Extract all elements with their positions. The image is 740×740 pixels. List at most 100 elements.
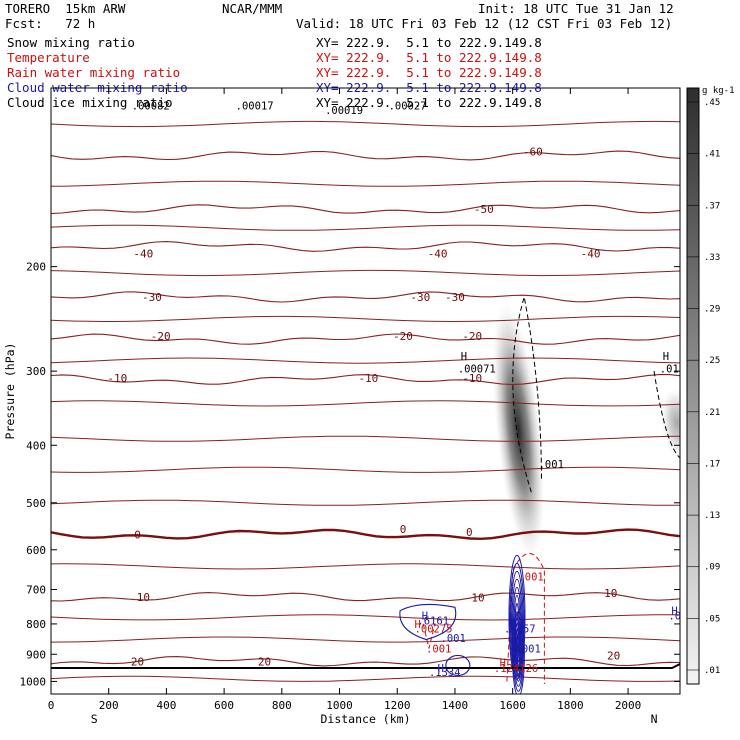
colorbar-label: .29 [704, 305, 720, 315]
temperature-contour [51, 357, 680, 364]
colorbar-label: .13 [704, 511, 720, 521]
temperature-contour [51, 120, 680, 128]
colorbar-label: .33 [704, 253, 720, 263]
contour-annotation: H [415, 619, 421, 631]
snow-shading-0 [492, 303, 545, 558]
cloud-ice-contour [512, 296, 543, 493]
y-tick-label: 500 [26, 497, 46, 510]
temperature-label: 20 [258, 655, 271, 668]
contour-annotation: .00071 [458, 364, 496, 376]
temperature-label: -30 [410, 291, 430, 304]
field-snow-xy: XY= 222.9. 5.1 to 222.9.149.8 [316, 35, 542, 50]
x-tick-label: 600 [214, 699, 234, 712]
contour-annotation: .5757 [504, 624, 536, 636]
x-tick-label: 1000 [326, 699, 353, 712]
x-tick-label: 1800 [557, 699, 584, 712]
y-tick-label: 600 [26, 544, 46, 557]
x-tick-label: 200 [99, 699, 119, 712]
field-temperature-xy: XY= 222.9. 5.1 to 222.9.149.8 [316, 50, 542, 65]
temperature-contour [51, 374, 680, 386]
cloud-water-contour [399, 603, 457, 641]
temperature-contour [51, 563, 680, 570]
contour-annotation: H [438, 663, 444, 675]
temperature-contour [51, 315, 680, 323]
contour-annotation: .0171 [660, 364, 692, 376]
contour-annotation: H [663, 351, 669, 363]
contour-annotation: H [671, 606, 677, 618]
field-cloudice-name: Cloud ice mixing ratio [7, 95, 173, 110]
y-tick-label: 300 [26, 365, 46, 378]
temperature-contour [51, 291, 680, 303]
temperature-label: -20 [462, 330, 482, 343]
temperature-label: 20 [131, 655, 144, 668]
temperature-contour [51, 636, 680, 643]
init-label: Init: 18 UTC Tue 31 Jan 12 [478, 1, 674, 16]
temperature-contour [51, 435, 680, 442]
contour-annotation: .1334 [429, 667, 461, 679]
field-rain-xy: XY= 222.9. 5.1 to 222.9.149.8 [316, 65, 542, 80]
temperature-label: 10 [137, 591, 150, 604]
cloud-ice-contour-right [653, 371, 680, 459]
contour-annotation: .00082 [132, 100, 170, 112]
north-label: N [651, 712, 658, 726]
temperature-label: -30 [142, 291, 162, 304]
y-tick-label: 900 [26, 648, 46, 661]
temperature-contour [51, 150, 680, 161]
cloud-water-contour [516, 636, 520, 672]
y-tick-label: 800 [26, 618, 46, 631]
valid-label: Valid: 18 UTC Fri 03 Feb 12 (12 CST Fri … [296, 16, 673, 31]
field-cloudice-xy: XY= 222.9. 5.1 to 222.9.149.8 [316, 95, 542, 110]
temperature-label: 10 [471, 591, 484, 604]
south-label: S [91, 712, 98, 726]
contour-annotation: .001 [516, 643, 541, 655]
field-rain-name: Rain water mixing ratio [7, 65, 181, 80]
cloud-water-contour [515, 631, 521, 677]
contour-annotation: .001 [441, 633, 466, 645]
contour-annotation: .001 [518, 571, 543, 583]
contour-annotation: .00019 [325, 105, 363, 117]
temperature-contour [51, 528, 680, 541]
contour-annotation: .124126 [494, 663, 538, 675]
temperature-label: -40 [133, 247, 153, 260]
temperature-contour [51, 400, 680, 407]
temperature-label: -20 [151, 330, 171, 343]
x-tick-label: 2000 [615, 699, 642, 712]
forecast-label: Fcst: 72 h [5, 16, 96, 31]
field-temperature-name: Temperature [7, 50, 90, 65]
field-snow-name: Snow mixing ratio [7, 35, 135, 50]
contour-annotation: H [508, 617, 514, 629]
temperature-contour [51, 614, 680, 621]
x-tick-label: 800 [272, 699, 292, 712]
temperature-contour [51, 333, 680, 345]
colorbar-label: .05 [704, 614, 720, 624]
temperature-label: -30 [445, 291, 465, 304]
y-tick-label: 400 [26, 439, 46, 452]
contour-annotation: .001 [539, 459, 564, 471]
temperature-label: -60 [523, 146, 543, 159]
colorbar-unit: g kg-1 [702, 86, 735, 96]
temperature-label: 0 [466, 526, 473, 539]
temperature-contour [51, 656, 680, 667]
temperature-contour [51, 466, 680, 473]
temperature-contour [51, 241, 680, 252]
temperature-label: 10 [604, 587, 617, 600]
center-label: NCAR/MMM [222, 1, 283, 16]
x-tick-label: 0 [48, 699, 55, 712]
temperature-label: -10 [107, 372, 127, 385]
colorbar-label: .21 [704, 408, 720, 418]
contour-annotation: H [461, 351, 467, 363]
contour-annotation: .6161 [417, 616, 449, 628]
temperature-contour [51, 204, 680, 215]
cloud-water-contour [512, 616, 524, 692]
y-axis-title: Pressure (hPa) [3, 343, 17, 440]
cloud-water-contour [513, 621, 523, 687]
colorbar-label: .37 [704, 201, 720, 211]
contour-annotation: H [422, 611, 428, 623]
colorbar-label: .45 [704, 98, 720, 108]
colorbar-label: .09 [704, 563, 720, 573]
contour-annotation: .00275 [415, 624, 453, 636]
temperature-contour [51, 180, 680, 187]
temperature-contour [51, 269, 680, 277]
temperature-label: -10 [358, 372, 378, 385]
